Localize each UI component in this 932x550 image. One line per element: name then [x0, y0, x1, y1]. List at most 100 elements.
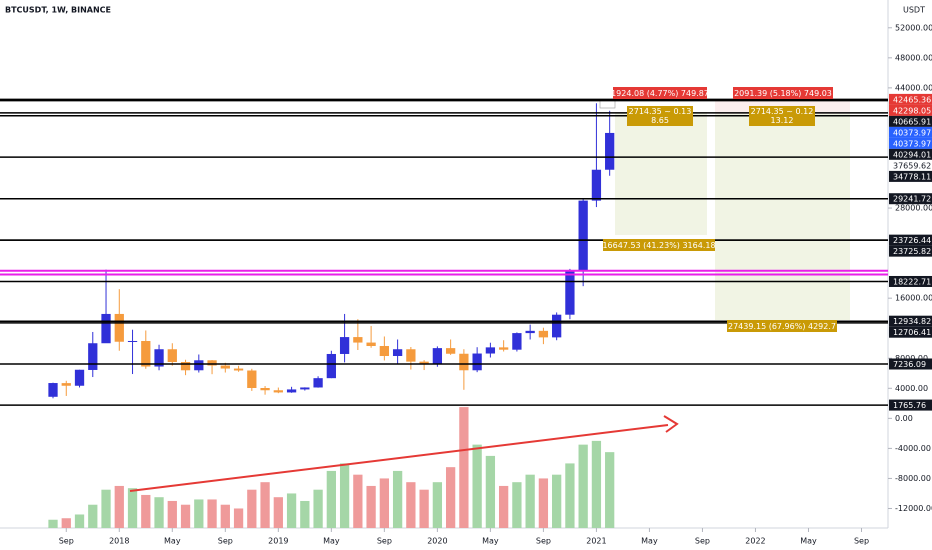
candle-body	[392, 349, 403, 357]
stop-label: 16647.53 (41.23%) 3164.18	[602, 241, 715, 250]
volume-bar	[432, 482, 443, 528]
label-box	[627, 106, 693, 126]
candle-body	[286, 389, 297, 393]
plot	[0, 98, 888, 528]
volume-bar	[88, 504, 98, 528]
price-marker	[889, 245, 932, 257]
candle-body	[379, 346, 389, 357]
volume-bar	[194, 499, 204, 528]
candle-body	[207, 360, 217, 366]
candle-body	[565, 270, 575, 315]
candle-body	[194, 360, 204, 371]
candle-body	[353, 337, 363, 343]
volume-bar	[565, 463, 575, 528]
y-tick-label: 48000.00	[895, 53, 932, 62]
candle-body	[300, 387, 310, 390]
candle-body	[220, 365, 230, 369]
candle-body	[525, 330, 535, 334]
y-tick-label: 52000.00	[895, 23, 932, 32]
volume-bar	[578, 444, 588, 528]
annotations: 1924.08 (4.77%) 749.87 2714.35 ~ 0.13 8.…	[129, 87, 837, 492]
candle-body	[233, 368, 244, 371]
volume-bar	[472, 444, 482, 528]
volume-bar	[605, 452, 615, 528]
price-marker-label: 42298.05	[893, 106, 931, 115]
volume-bar	[273, 497, 283, 528]
volume-bar	[220, 504, 230, 528]
x-tick-label: Sep	[377, 537, 392, 546]
label-box	[727, 320, 837, 332]
candle-body	[273, 390, 283, 393]
label-box	[749, 106, 815, 126]
x-tick-label: 2018	[109, 537, 129, 546]
volume-bar	[406, 482, 416, 528]
target-label: 1924.08 (4.77%) 749.87	[611, 89, 709, 98]
candle-body	[512, 333, 522, 350]
y-tick-label: -4000.00	[895, 444, 931, 453]
volume-bar	[101, 489, 111, 528]
volume-bar	[512, 482, 522, 528]
mid-label: 2714.35 ~ 0.13	[629, 107, 692, 116]
volume-bar	[286, 493, 297, 528]
candle-body	[313, 378, 323, 388]
price-marker	[889, 93, 932, 105]
volume-bar	[167, 500, 177, 528]
volume-bar	[154, 497, 164, 528]
volume-bar	[499, 485, 509, 528]
x-tick-label: May	[164, 537, 181, 546]
candle-body	[326, 353, 336, 379]
candle-body	[366, 342, 376, 347]
candle-body	[591, 169, 602, 201]
y-tick-label: 28000.00	[895, 204, 932, 213]
volume-bar	[114, 485, 124, 528]
y-tick-label: -8000.00	[895, 474, 931, 483]
volume-bar	[525, 474, 535, 528]
price-marker	[889, 126, 932, 138]
price-marker-label: 7236.09	[893, 360, 926, 369]
trend-arrow	[663, 415, 679, 433]
price-marker	[889, 275, 932, 287]
volume-bar	[366, 485, 376, 528]
candle-body	[339, 337, 350, 354]
price-marker	[889, 315, 932, 327]
candle-body	[459, 353, 469, 371]
x-tick-label: 2021	[586, 537, 606, 546]
candle-body	[406, 349, 416, 362]
price-marker	[889, 170, 932, 182]
volume-bar	[353, 474, 363, 528]
volume-bar	[419, 489, 429, 528]
label-box	[733, 87, 833, 99]
x-tick-label: Sep	[59, 537, 74, 546]
candle-body	[154, 349, 164, 367]
y-tick-label: 16000.00	[895, 294, 932, 303]
stop-label: 27439.15 (67.96%) 4292.7	[728, 322, 836, 331]
volume-bar	[392, 470, 403, 528]
volume-bar	[207, 499, 217, 528]
price-marker-label: 42465.36	[893, 95, 931, 104]
y-tick-label: 8000.00	[895, 354, 928, 363]
x-tick-label: Sep	[218, 537, 233, 546]
x-tick-label: May	[641, 537, 658, 546]
candle-body	[485, 347, 496, 354]
volume-bar	[300, 500, 310, 528]
candle-body	[101, 313, 111, 344]
volume-bar	[379, 478, 389, 528]
x-tick-label: May	[800, 537, 817, 546]
symbol-title: BTCUSDT, 1W, BINANCE	[5, 6, 111, 15]
volume-bar	[247, 489, 257, 528]
candle-body	[61, 383, 71, 386]
candle-body	[127, 340, 138, 342]
label-box	[613, 87, 707, 99]
price-axis: 52000.00 48000.00 44000.00 28000.00 16000.00…	[888, 23, 932, 513]
price-marker-label: 29241.72	[893, 195, 931, 204]
price-marker-label: 34778.11	[893, 172, 931, 181]
volume-bar	[233, 508, 244, 528]
volume-bar	[313, 489, 323, 528]
candle-body	[605, 132, 615, 170]
mid-label: 8.65	[651, 116, 669, 125]
candle-body	[472, 353, 482, 371]
candle-body	[167, 349, 177, 363]
price-marker	[889, 193, 932, 205]
trend-line	[129, 424, 669, 492]
y-tick-label: 0.00	[895, 414, 913, 423]
